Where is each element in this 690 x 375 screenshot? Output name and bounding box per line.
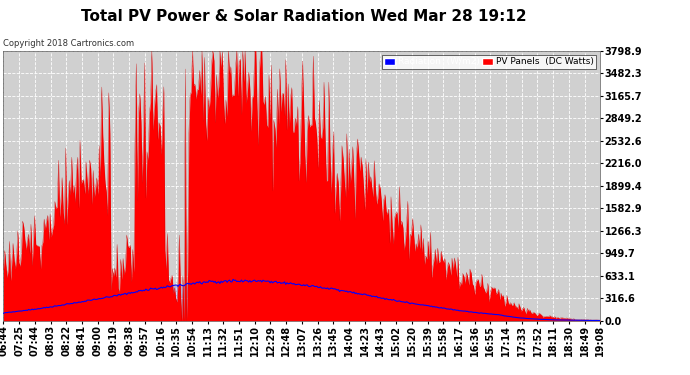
Legend: Radiation  (W/m2), PV Panels  (DC Watts): Radiation (W/m2), PV Panels (DC Watts)	[382, 55, 595, 69]
Text: Copyright 2018 Cartronics.com: Copyright 2018 Cartronics.com	[3, 39, 135, 48]
Text: Total PV Power & Solar Radiation Wed Mar 28 19:12: Total PV Power & Solar Radiation Wed Mar…	[81, 9, 526, 24]
